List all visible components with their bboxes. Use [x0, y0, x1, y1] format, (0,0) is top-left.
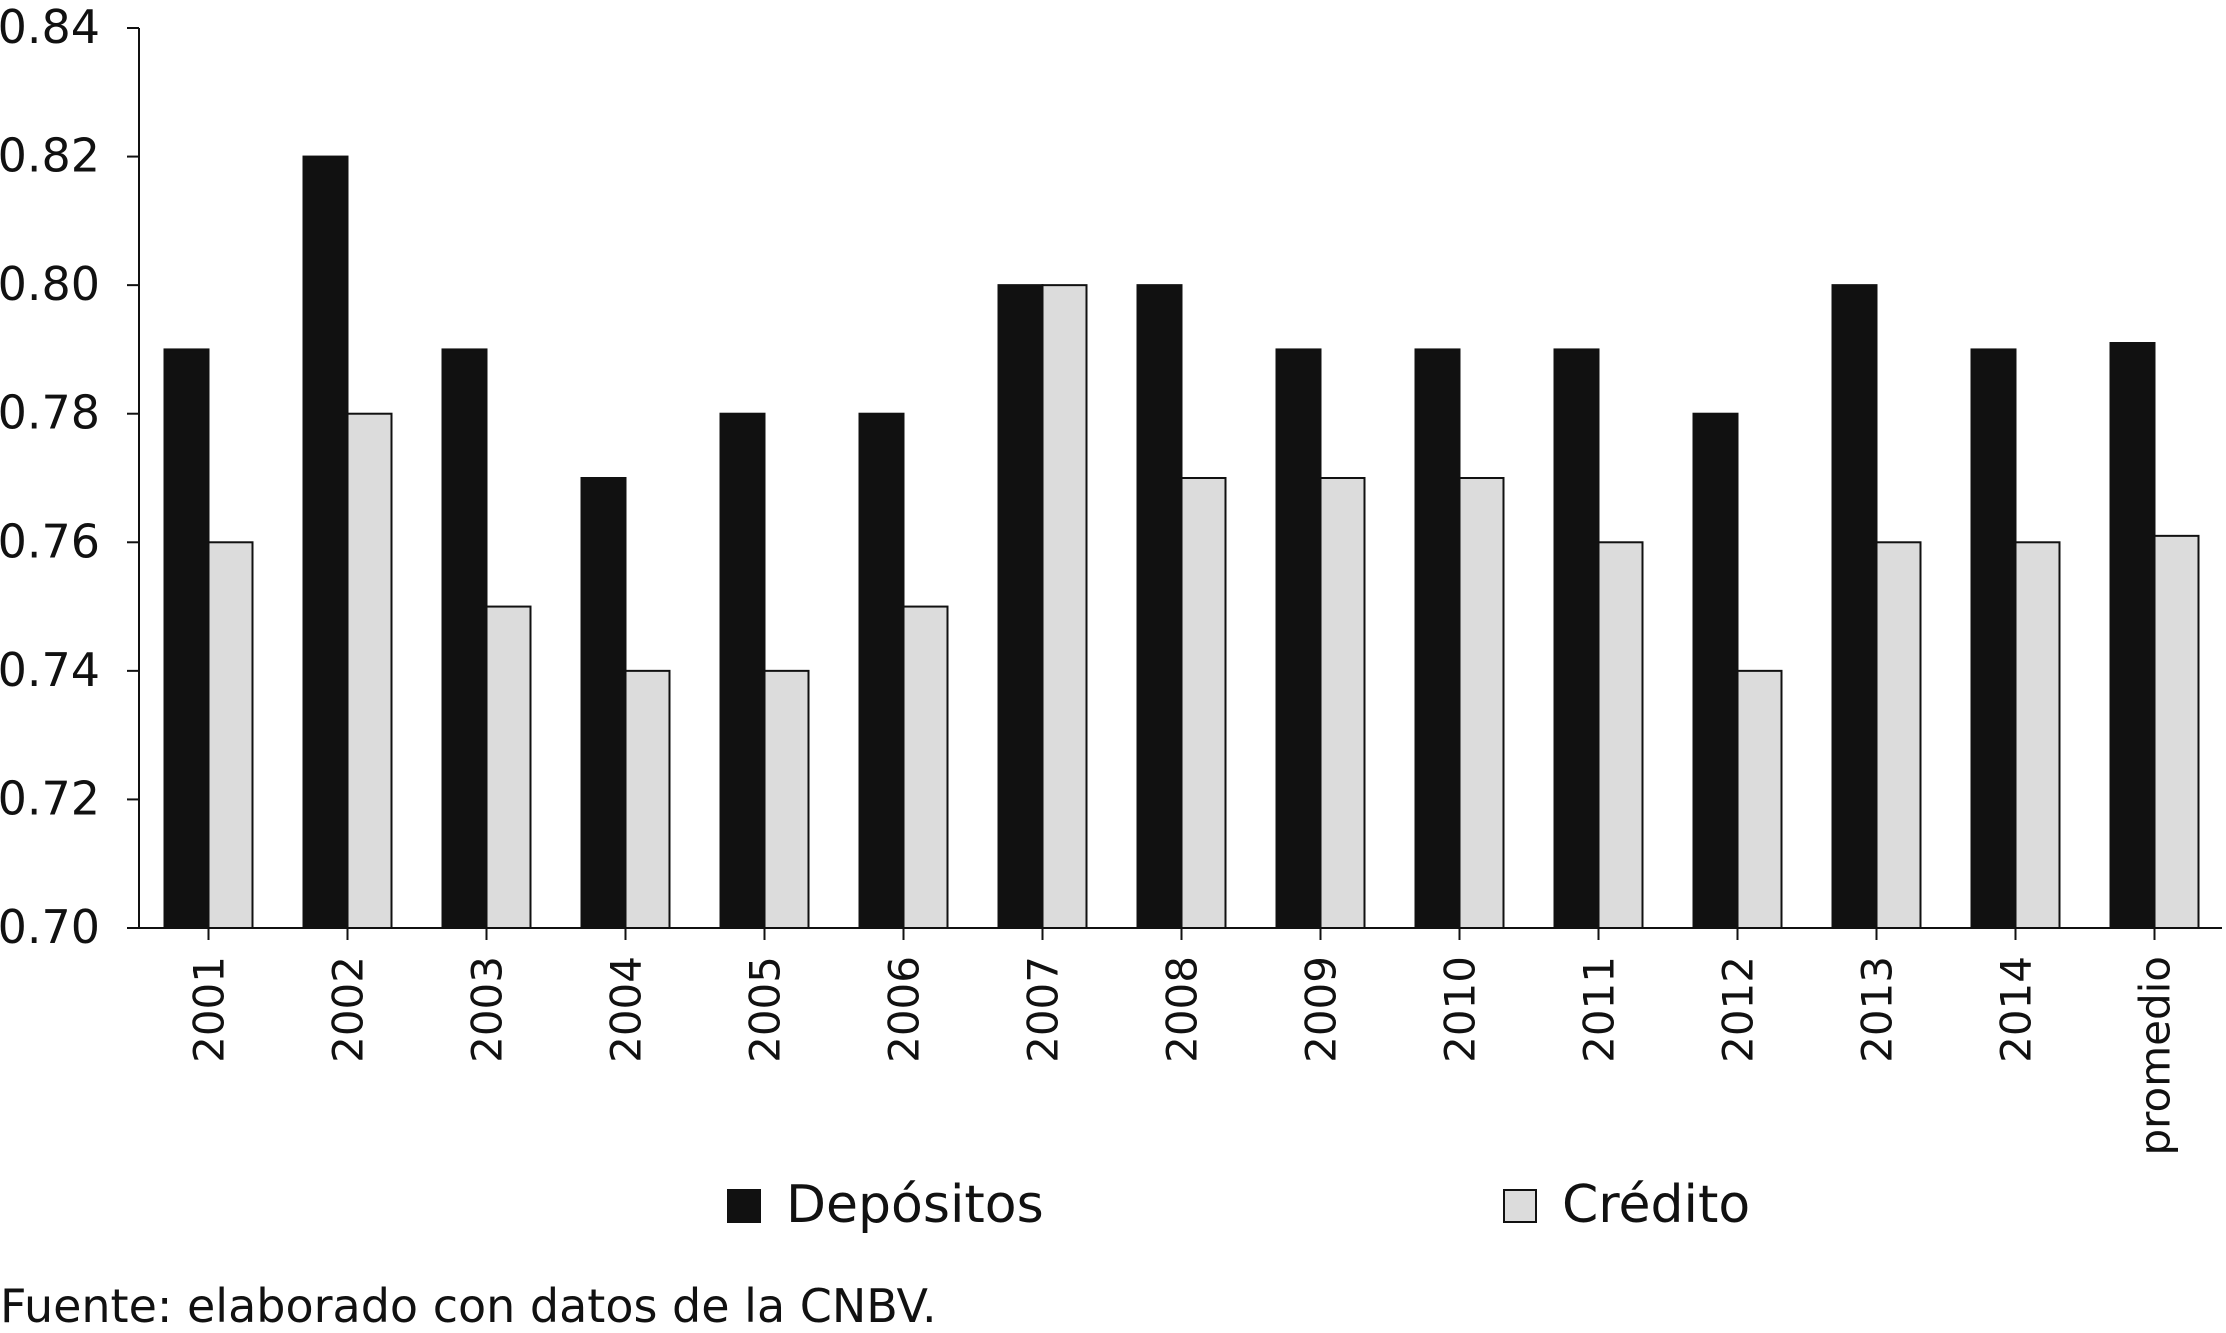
bar-credito-2007	[1041, 284, 1088, 929]
bar-credito-2002	[346, 412, 393, 929]
x-tick-label: 2006	[880, 956, 929, 1063]
x-tick-label: 2012	[1714, 956, 1763, 1063]
x-tick-label: 2001	[185, 956, 234, 1063]
bar-depositos-2003	[441, 348, 488, 929]
bar-credito-2012	[1736, 669, 1783, 929]
bar-credito-2001	[207, 541, 254, 929]
legend-swatch	[727, 1189, 761, 1223]
x-tick-label: 2004	[602, 956, 651, 1063]
x-axis: 2001 2002 2003 2004 2005 2006 2007 2008 2009 2010…	[139, 927, 2222, 1155]
bar-credito-2003	[485, 605, 532, 929]
x-tick-label: 2008	[1158, 956, 1207, 1063]
bar-depositos-2006	[858, 412, 905, 929]
bar-depositos-2001	[163, 348, 210, 929]
legend-item-credito: Crédito	[1503, 1175, 1750, 1235]
bar-depositos-2007	[997, 284, 1044, 929]
legend-label: Depósitos	[786, 1175, 1044, 1235]
y-tick-label: 0.76	[0, 514, 100, 568]
bar-depositos-2009	[1275, 348, 1322, 929]
x-tick-label: 2007	[1019, 956, 1068, 1063]
x-tick-label: 2013	[1853, 956, 1902, 1063]
bar-depositos-2011	[1553, 348, 1600, 929]
bar-depositos-2013	[1831, 284, 1878, 929]
legend-label: Crédito	[1562, 1175, 1750, 1235]
y-tick-label: 0.82	[0, 129, 100, 183]
bar-depositos-promedio	[2109, 342, 2156, 929]
y-axis: 0.70 0.72 0.74 0.76 0.78 0.80 0.82 0.84	[0, 0, 140, 954]
y-tick-label: 0.70	[0, 900, 100, 954]
bar-credito-2004	[624, 669, 671, 929]
legend-swatch	[1503, 1189, 1537, 1223]
bar-depositos-2012	[1692, 412, 1739, 929]
bar-credito-promedio	[2153, 534, 2200, 929]
legend: Depósitos Crédito	[727, 1175, 1750, 1235]
y-tick-label: 0.78	[0, 386, 100, 440]
bar-credito-2011	[1597, 541, 1644, 929]
x-tick-label: 2010	[1436, 956, 1485, 1063]
bar-credito-2014	[2014, 541, 2061, 929]
bar-credito-2005	[763, 669, 810, 929]
bar-depositos-2008	[1136, 284, 1183, 929]
bar-depositos-2014	[1970, 348, 2017, 929]
x-tick-label: 2014	[1992, 956, 2041, 1063]
x-tick-label: 2011	[1575, 956, 1624, 1063]
y-tick-label: 0.72	[0, 771, 100, 825]
bar-credito-2008	[1180, 477, 1227, 929]
legend-item-depositos: Depósitos	[727, 1175, 1044, 1235]
bar-credito-2010	[1458, 477, 1505, 929]
x-tick-label: 2003	[463, 956, 512, 1063]
bar-credito-2013	[1875, 541, 1922, 929]
y-tick-label: 0.80	[0, 257, 100, 311]
bar-credito-2009	[1319, 477, 1366, 929]
bars	[163, 155, 2200, 930]
source-note: Fuente: elaborado con datos de la CNBV.	[0, 1279, 937, 1333]
x-tick-label: 2009	[1297, 956, 1346, 1063]
bar-depositos-2005	[719, 412, 766, 929]
x-tick-label: 2002	[324, 956, 373, 1063]
x-tick-label: 2005	[741, 956, 790, 1063]
bar-depositos-2010	[1414, 348, 1461, 929]
bar-depositos-2002	[302, 155, 349, 930]
bar-depositos-2004	[580, 477, 627, 929]
x-tick-label: promedio	[2131, 956, 2180, 1155]
y-tick-label: 0.84	[0, 0, 100, 54]
y-tick-label: 0.74	[0, 643, 100, 697]
bar-credito-2006	[902, 605, 949, 929]
